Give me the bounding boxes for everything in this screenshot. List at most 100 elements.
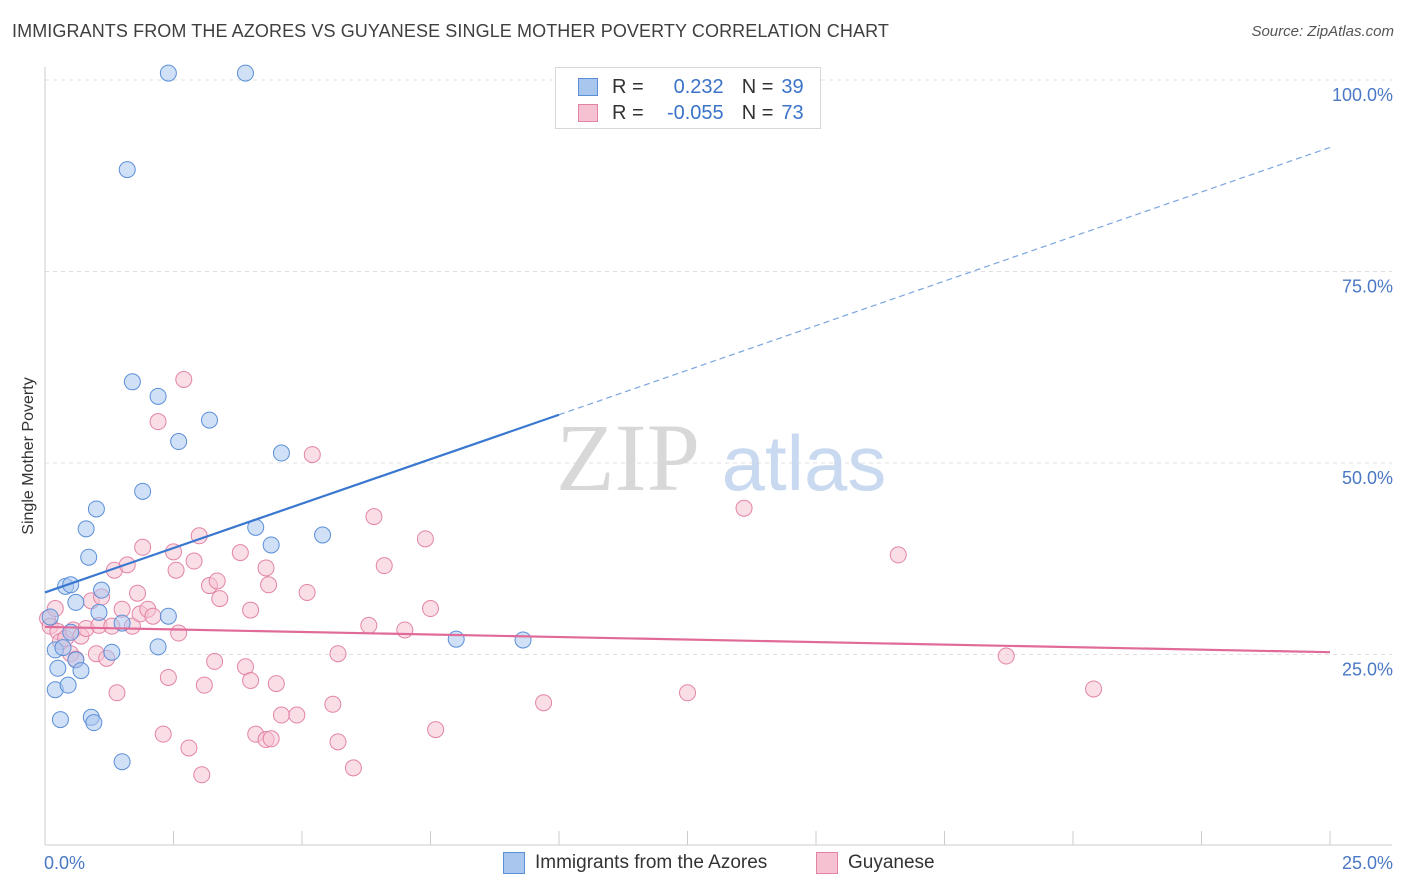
y-tick-label: 25.0% — [1342, 660, 1393, 680]
legend-swatch-guyanese — [578, 104, 598, 122]
azores-point — [72, 662, 90, 680]
guyanese-point — [324, 695, 342, 713]
guyanese-point — [193, 766, 211, 784]
azores-point — [49, 659, 67, 677]
guyanese-point — [422, 600, 439, 618]
watermark: ZIP atlas — [556, 404, 886, 511]
guyanese-point — [180, 739, 198, 757]
guyanese-point — [396, 621, 414, 639]
azores-point — [113, 753, 131, 771]
guyanese-point — [175, 371, 193, 389]
correlation-legend: R = 0.232 N = 39 R = -0.055 N = 73 — [555, 67, 821, 129]
guyanese-point — [242, 601, 260, 619]
guyanese-point — [735, 499, 753, 517]
azores-point — [200, 411, 218, 429]
azores-point — [113, 614, 131, 632]
azores-point — [80, 548, 98, 566]
guyanese-point — [170, 624, 188, 642]
legend-r-value: -0.055 — [666, 101, 724, 124]
guyanese-point — [167, 561, 185, 579]
guyanese-point — [262, 730, 280, 748]
y-tick-label: 100.0% — [1332, 85, 1393, 105]
watermark-atlas: atlas — [722, 419, 887, 507]
azores-point — [90, 603, 108, 621]
legend-n-label: N = — [741, 75, 774, 98]
watermark-zip: ZIP — [556, 404, 700, 511]
azores-point — [170, 433, 188, 451]
azores-point — [272, 444, 290, 462]
guyanese-point — [206, 652, 224, 670]
azores-point — [123, 373, 141, 391]
guyanese-point — [257, 559, 275, 577]
guyanese-point — [149, 413, 167, 431]
series-legend-guyanese: Guyanese — [816, 852, 935, 874]
grid-lines — [45, 79, 1392, 655]
guyanese-trend-line — [44, 625, 1331, 654]
series-swatch-azores — [503, 852, 525, 874]
trend-lines — [44, 146, 1331, 654]
guyanese-point — [185, 552, 203, 570]
legend-row-azores: R = 0.232 N = 39 — [578, 75, 804, 99]
y-tick-label: 75.0% — [1342, 277, 1393, 297]
guyanese-point — [231, 544, 249, 562]
legend-n-label: N = — [741, 101, 774, 124]
axes — [44, 67, 1392, 846]
guyanese-point — [375, 557, 393, 575]
guyanese-point — [360, 616, 378, 634]
guyanese-point — [272, 706, 290, 724]
legend-r-value: 0.232 — [673, 75, 724, 98]
guyanese-point — [679, 684, 696, 702]
guyanese-point — [129, 584, 147, 602]
guyanese-point — [344, 759, 362, 777]
legend-r-label: R = — [612, 75, 644, 98]
source-label: Source: ZipAtlas.com — [1251, 23, 1394, 40]
guyanese-point — [288, 706, 306, 724]
x-tick-label: 0.0% — [44, 853, 85, 873]
azores-trend-line — [44, 413, 560, 594]
guyanese-point — [134, 538, 152, 556]
azores-point — [262, 536, 280, 554]
azores-point — [59, 676, 77, 694]
y-tick-label: 50.0% — [1342, 468, 1393, 488]
chart-title: IMMIGRANTS FROM THE AZORES VS GUYANESE S… — [12, 21, 889, 41]
azores-point — [67, 593, 85, 611]
guyanese-point — [303, 446, 321, 464]
guyanese-point — [195, 676, 213, 694]
azores-point — [41, 608, 59, 626]
series-legend-azores: Immigrants from the Azores — [503, 852, 767, 874]
guyanese-point — [108, 684, 126, 702]
guyanese-point — [159, 668, 177, 686]
guyanese-point — [208, 572, 226, 590]
series-swatch-guyanese — [816, 852, 838, 874]
legend-swatch-azores — [578, 78, 598, 96]
azores-point — [159, 64, 177, 82]
guyanese-point — [416, 530, 434, 548]
azores-point — [447, 630, 465, 648]
azores-point — [77, 520, 95, 538]
series-legend: Immigrants from the Azores Guyanese — [0, 852, 1406, 878]
series-label-azores: Immigrants from the Azores — [535, 852, 768, 873]
azores-point — [118, 161, 136, 179]
guyanese-point — [329, 733, 347, 751]
legend-n-value: 73 — [781, 101, 804, 124]
guyanese-point — [260, 576, 278, 594]
azores-point — [149, 638, 167, 656]
guyanese-point — [329, 645, 347, 663]
azores-point — [314, 526, 332, 544]
guyanese-point — [154, 725, 172, 743]
azores-point — [134, 482, 152, 500]
data-points — [39, 64, 1103, 784]
guyanese-point — [535, 694, 553, 712]
guyanese-point — [1085, 680, 1103, 698]
azores-point — [514, 631, 532, 649]
legend-r-label: R = — [612, 101, 644, 124]
legend-n-value: 39 — [781, 75, 804, 98]
tick-labels: 25.0% 50.0% 75.0% 100.0% 0.0% 25.0% — [44, 85, 1393, 873]
y-axis-title: Single Mother Poverty — [20, 377, 37, 534]
azores-point — [51, 711, 69, 729]
guyanese-point — [997, 647, 1015, 665]
guyanese-point — [144, 607, 162, 625]
azores-point — [159, 607, 177, 625]
guyanese-point — [267, 675, 285, 693]
x-tick-label: 25.0% — [1342, 853, 1393, 873]
